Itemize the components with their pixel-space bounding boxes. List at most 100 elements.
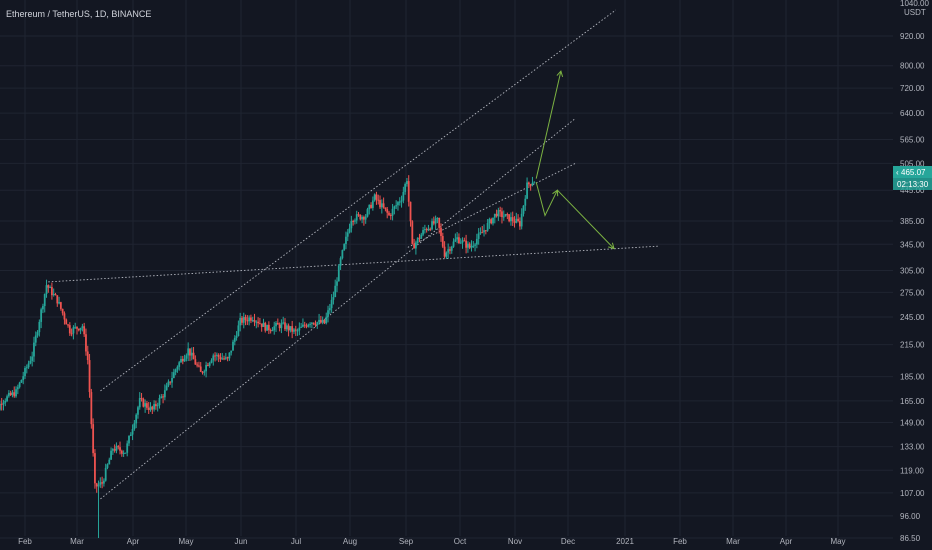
candle-body [180,358,182,363]
candle-body [359,214,362,220]
candle-body [138,398,141,408]
candle-body [258,323,261,325]
candle-body [474,244,476,246]
candle-body [13,392,16,397]
candle-body [230,350,233,353]
candle-body [518,221,521,227]
candle-body [431,221,433,230]
candle-body [167,381,170,386]
candle-body [187,348,190,356]
candle-body [479,232,482,234]
candle-body [323,319,326,324]
candle-body [24,368,26,377]
x-tick-label: Oct [454,537,467,546]
candle-body [241,317,243,323]
candle-body [316,322,319,326]
candle-body [348,228,351,233]
time-axis[interactable]: Feb Mar Apr May Jun Jul Aug Sep Oct Nov Dec 2021 Feb… [18,537,845,546]
candle-body [352,220,355,222]
candle-body [454,239,457,242]
symbol-legend: Ethereum / TetherUS, 1D, BINANCE [6,9,152,19]
candle-body [133,423,136,429]
candle-body [423,229,426,231]
y-tick-label: 385.00 [900,217,925,226]
y-tick-label: 133.00 [900,443,925,452]
candle-body [456,237,459,240]
candle-body [22,376,25,381]
last-price-arrow: ‹ [896,168,899,177]
candle-body [445,252,448,257]
x-tick-label: Apr [127,537,140,546]
candle-body [190,352,193,356]
candle-body [97,484,100,487]
candle-body [490,219,493,224]
candle-body [6,396,8,402]
candle-body [215,354,218,356]
candle-body [499,210,502,212]
candle-body [169,381,172,383]
candle-body [345,236,347,245]
last-price-value: 465.07 [901,168,926,177]
candle-body [171,377,173,383]
candle-body [346,232,349,237]
x-tick-label: Aug [343,537,357,546]
candle-body [533,182,536,184]
candle-body [2,402,5,405]
y-tick-label: 445.00 [900,186,925,195]
candle-body [510,217,512,222]
candle-body [233,337,236,342]
candle-body [278,324,281,329]
arrow-breakdown [557,189,615,249]
candle-body [101,482,104,484]
candle-body [260,323,263,327]
candle-body [198,365,200,367]
candle-body [285,325,288,330]
candle-body [470,245,473,248]
candle-body [379,200,381,208]
candle-body [287,325,290,331]
candle-body [42,306,44,310]
candle-body [214,355,216,357]
candle-body [404,184,407,192]
candle-body [325,316,328,324]
y-tick-label: 96.00 [900,512,921,521]
candle-body [183,358,186,362]
candle-body [531,182,534,186]
candle-body [486,223,489,231]
candle-body [273,326,276,331]
candle-body [375,194,378,200]
candle-body [122,452,125,454]
candle-body [276,322,279,325]
candle-body [140,398,143,400]
candle-body [119,447,121,451]
candle-body [47,285,50,288]
candle-body [50,287,53,296]
candle-body [366,209,369,217]
price-axis-bg [893,0,932,550]
candle-body [411,221,414,244]
candle-body [165,385,168,391]
x-tick-label: Apr [780,537,793,546]
price-axis[interactable]: 920.00 800.00 720.00 640.00 565.00 505.00 445.… [893,0,932,550]
candle-body [90,392,93,425]
countdown-badge-bg [893,178,932,190]
candle-body [226,357,229,359]
channel-lower-line [100,118,576,500]
y-tick-label: 800.00 [900,62,925,71]
candle-body [113,449,116,451]
candle-body [104,467,107,481]
candle-body [305,325,308,327]
candle-body [163,390,166,398]
candle-body [377,199,380,201]
last-price-badge-bg [893,166,932,178]
candle-body [162,396,164,398]
candle-body [142,398,145,407]
grid [0,0,893,539]
candle-body [77,328,80,331]
candle-body [450,246,453,251]
candle-body [74,326,77,328]
candle-body [527,182,530,185]
candle-body [526,182,528,199]
candle-body [99,482,102,485]
